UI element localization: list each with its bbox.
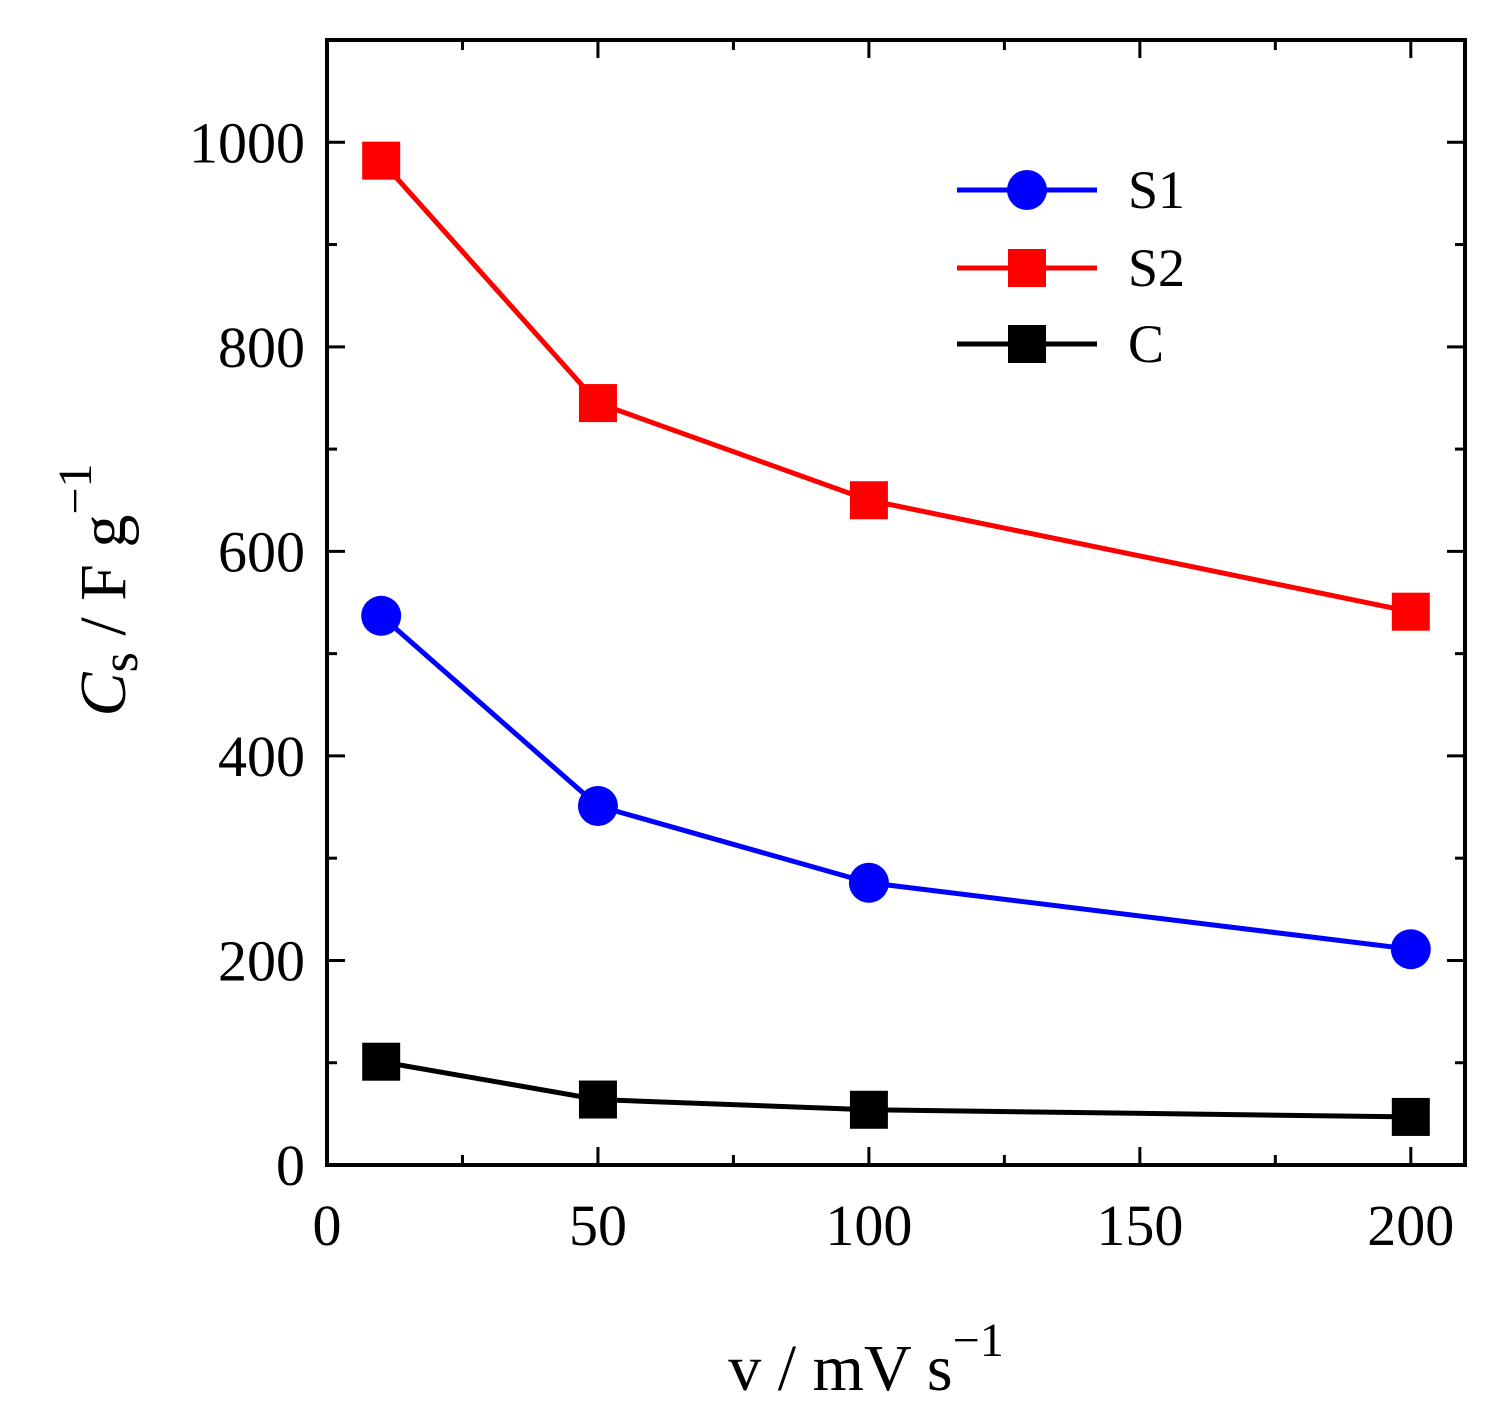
x-axis-label-base: v / mV s	[728, 1332, 952, 1405]
data-point-c	[578, 1080, 617, 1119]
data-point-s2	[362, 141, 401, 180]
legend-label-s2: S2	[1128, 238, 1185, 298]
series-c	[362, 1042, 1430, 1136]
plot-frame	[325, 38, 1467, 1167]
series-layer	[361, 141, 1431, 1136]
x-tick-label: 0	[313, 1193, 342, 1258]
labels-layer: 0 50 100 150 200 0 200 400 600 800 1000	[189, 110, 1454, 1258]
data-point-s1	[848, 862, 889, 903]
data-point-s1	[1390, 929, 1431, 970]
legend: S1 S2 C	[957, 160, 1185, 374]
y-tick-label: 600	[218, 519, 305, 584]
legend-marker-c	[1008, 325, 1046, 363]
legend-label-c: C	[1128, 314, 1164, 374]
x-tick-label: 50	[569, 1193, 627, 1258]
data-point-c	[1391, 1097, 1430, 1136]
data-point-s1	[361, 595, 402, 636]
series-line-s1	[379, 613, 1412, 952]
y-tick-label: 400	[218, 724, 305, 789]
y-tick-label: 0	[276, 1133, 305, 1198]
y-axis-label-subscript: s	[92, 652, 149, 672]
data-point-s2	[849, 481, 888, 520]
data-point-s2	[578, 384, 617, 423]
y-tick-label: 800	[218, 315, 305, 380]
x-tick-label: 150	[1096, 1193, 1183, 1258]
data-point-c	[849, 1090, 888, 1129]
x-axis-label: v / mV s−1	[728, 1314, 1003, 1405]
x-axis-label-superscript: −1	[953, 1314, 1004, 1367]
data-point-c	[362, 1042, 401, 1081]
legend-marker-s2	[1008, 249, 1046, 287]
series-line-s2	[379, 159, 1412, 615]
y-axis-label: Cs / F g−1	[49, 464, 149, 717]
x-tick-label: 200	[1367, 1193, 1454, 1258]
y-axis-label-symbol: C	[67, 671, 140, 716]
y-axis-label-superscript: −1	[49, 464, 102, 515]
y-axis-label-rest: / F g	[67, 515, 140, 653]
legend-entry-s2: S2	[957, 238, 1185, 298]
legend-entry-c: C	[957, 314, 1164, 374]
legend-label-s1: S1	[1128, 160, 1185, 220]
series-s2	[362, 141, 1430, 631]
legend-marker-s1	[1007, 170, 1047, 210]
data-point-s2	[1391, 592, 1430, 631]
legend-entry-s1: S1	[957, 160, 1185, 220]
x-tick-label: 100	[825, 1193, 912, 1258]
series-line-c	[380, 1059, 1411, 1120]
y-tick-label: 200	[218, 928, 305, 993]
y-tick-label: 1000	[189, 110, 305, 175]
data-point-s1	[577, 786, 618, 827]
series-s1	[361, 595, 1431, 970]
